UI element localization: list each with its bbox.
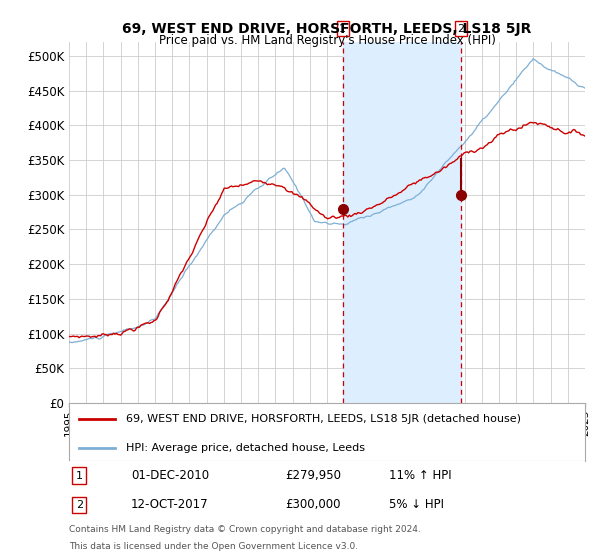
Text: 11% ↑ HPI: 11% ↑ HPI — [389, 469, 452, 482]
Text: Contains HM Land Registry data © Crown copyright and database right 2024.: Contains HM Land Registry data © Crown c… — [69, 525, 421, 534]
Text: 1: 1 — [340, 24, 346, 34]
Text: 12-OCT-2017: 12-OCT-2017 — [131, 498, 209, 511]
Text: 1: 1 — [76, 471, 83, 481]
Bar — [343, 42, 461, 403]
Text: Price paid vs. HM Land Registry's House Price Index (HPI): Price paid vs. HM Land Registry's House … — [158, 34, 496, 46]
Text: HPI: Average price, detached house, Leeds: HPI: Average price, detached house, Leed… — [126, 444, 365, 454]
Text: 69, WEST END DRIVE, HORSFORTH, LEEDS, LS18 5JR: 69, WEST END DRIVE, HORSFORTH, LEEDS, LS… — [122, 22, 532, 36]
Text: £300,000: £300,000 — [286, 498, 341, 511]
Text: 01-DEC-2010: 01-DEC-2010 — [131, 469, 209, 482]
Text: This data is licensed under the Open Government Licence v3.0.: This data is licensed under the Open Gov… — [69, 542, 358, 551]
Text: 2: 2 — [76, 500, 83, 510]
Text: £279,950: £279,950 — [286, 469, 342, 482]
Text: 69, WEST END DRIVE, HORSFORTH, LEEDS, LS18 5JR (detached house): 69, WEST END DRIVE, HORSFORTH, LEEDS, LS… — [126, 414, 521, 424]
Text: 5% ↓ HPI: 5% ↓ HPI — [389, 498, 444, 511]
Text: 2: 2 — [457, 24, 464, 34]
